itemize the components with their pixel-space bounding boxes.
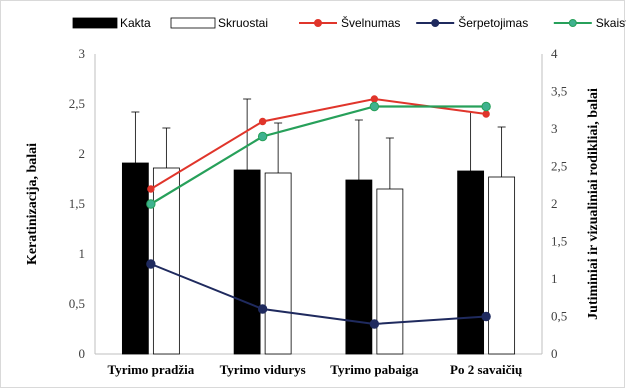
legend-label: Švelnumas (341, 15, 400, 30)
lines (146, 95, 491, 329)
point-švelnumas (258, 117, 267, 126)
legend-label: Kakta (120, 16, 151, 30)
point-skaistumas (146, 199, 156, 209)
y-axis-left-label: Keratinizacija, balai (25, 143, 40, 265)
x-tick-label: Po 2 savaičių (450, 362, 522, 377)
y-left-tick-label: 2,5 (69, 96, 85, 111)
point-šerpetojimas (257, 304, 268, 314)
bar-kakta (345, 179, 373, 355)
point-švelnumas (482, 110, 490, 118)
y-right-tick-label: 1,5 (551, 234, 567, 249)
line-skaistumas (150, 105, 487, 205)
point-šerpetojimas (369, 319, 380, 329)
legend-swatch-kakta (72, 17, 118, 29)
y-left-tick-label: 0,5 (69, 296, 85, 311)
legend-label: Skruostai (218, 16, 268, 30)
y-left-tick-label: 2 (79, 146, 86, 161)
x-tick-label: Tyrimo pradžia (107, 362, 194, 377)
y-right-tick-label: 2 (551, 196, 558, 211)
y-right-tick-label: 0 (551, 346, 558, 361)
bar-skruostai (488, 176, 516, 355)
line-šerpetojimas (150, 263, 487, 326)
y-right-tick-label: 3 (551, 121, 558, 136)
y-right-tick-label: 0,5 (551, 309, 567, 324)
y-left-tick-label: 3 (79, 46, 86, 61)
legend: Kakta Skruostai Švelnumas Šerpetojimas Skais… (72, 15, 626, 30)
bar-kakta (233, 169, 261, 355)
point-švelnumas (147, 185, 155, 193)
y-right-tick-label: 1 (551, 271, 558, 286)
y-right-tick-label: 2,5 (551, 159, 567, 174)
bars (121, 162, 516, 355)
y-right-tick-label: 4 (551, 46, 558, 61)
y-left-tick-label: 0 (79, 346, 86, 361)
legend-label: Šerpetojimas (458, 15, 528, 30)
legend-swatch-skruostai (170, 17, 216, 29)
y-axis-right-label: Jutiminiai ir vizualiniai rodikliai, bal… (586, 88, 601, 320)
error-bars (131, 98, 506, 189)
legend-marker (431, 19, 440, 27)
point-skaistumas (481, 101, 491, 112)
point-šerpetojimas (146, 259, 156, 269)
line-švelnumas (150, 97, 487, 190)
x-tick-label: Tyrimo pabaiga (330, 362, 419, 377)
bar-skruostai (264, 172, 292, 355)
x-tick-label: Tyrimo vidurys (220, 362, 306, 377)
y-left-tick-label: 1,5 (69, 196, 85, 211)
point-šerpetojimas (481, 311, 491, 322)
y-left-tick-label: 1 (79, 246, 86, 261)
bar-skruostai (376, 188, 404, 355)
point-švelnumas (370, 95, 379, 103)
bar-kakta (457, 170, 485, 355)
axis-labels: Keratinizacija, balai Jutiminiai ir vizu… (25, 88, 601, 320)
point-skaistumas (369, 101, 380, 112)
bar-kakta (121, 162, 149, 355)
point-skaistumas (257, 131, 268, 142)
legend-label: Skaistumas (596, 16, 626, 30)
y-right-tick-label: 3,5 (551, 84, 567, 99)
legend-marker (314, 19, 322, 27)
legend-marker (568, 19, 577, 27)
